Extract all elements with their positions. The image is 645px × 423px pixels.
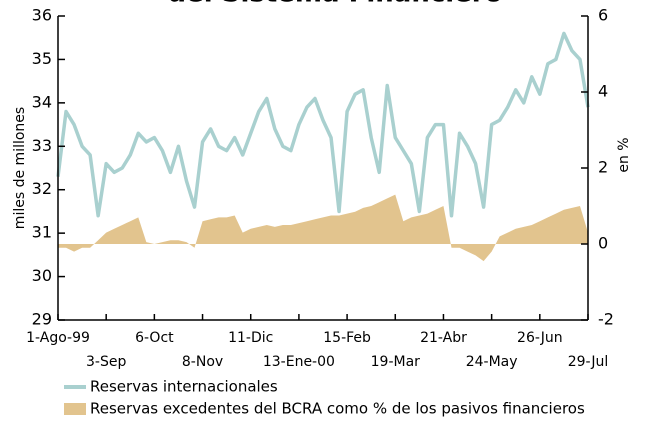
y-tick-label: 31 (32, 223, 52, 242)
x-tick-label: 13-Ene-00 (263, 354, 335, 370)
x-tick-label: 1-Ago-99 (26, 330, 90, 346)
x-tick-label: 8-Nov (182, 354, 223, 370)
x-tick-label: 3-Sep (86, 354, 126, 370)
x-tick-label: 6-Oct (135, 330, 174, 346)
y-axis-label: miles de millones (12, 107, 28, 229)
y-tick-label: 33 (32, 136, 52, 155)
y-tick-label: 32 (32, 179, 52, 198)
y-tick-label: 29 (32, 310, 52, 329)
x-tick-label: 26-Jun (517, 330, 563, 346)
x-tick-label: 19-Mar (371, 354, 421, 370)
y-tick-label: 36 (32, 6, 52, 25)
line (56, 31, 590, 218)
y2-axis-label: en % (616, 137, 632, 172)
area (58, 194, 588, 262)
legend-label: Reservas excedentes del BCRA como % de l… (90, 400, 585, 418)
legend-swatch (64, 403, 86, 415)
x-tick-label: 24-May (466, 354, 518, 370)
legend-label: Reservas internacionales (90, 378, 278, 396)
y2-tick-label: 2 (598, 158, 608, 177)
y-tick-label: 35 (32, 49, 52, 68)
y2-tick-label: -2 (598, 310, 614, 329)
y2-tick-label: 6 (598, 6, 608, 25)
x-tick-label: 11-Dic (228, 330, 273, 346)
y-tick-label: 34 (32, 92, 52, 111)
y-tick-label: 30 (32, 266, 52, 285)
chart-title: del Sistema Financiero (168, 0, 503, 9)
y2-tick-label: 4 (598, 82, 608, 101)
y2-tick-label: 0 (598, 234, 608, 253)
x-tick-label: 15-Feb (323, 330, 371, 346)
x-tick-label: 29-Jul (568, 354, 609, 370)
x-tick-label: 21-Abr (420, 330, 467, 346)
